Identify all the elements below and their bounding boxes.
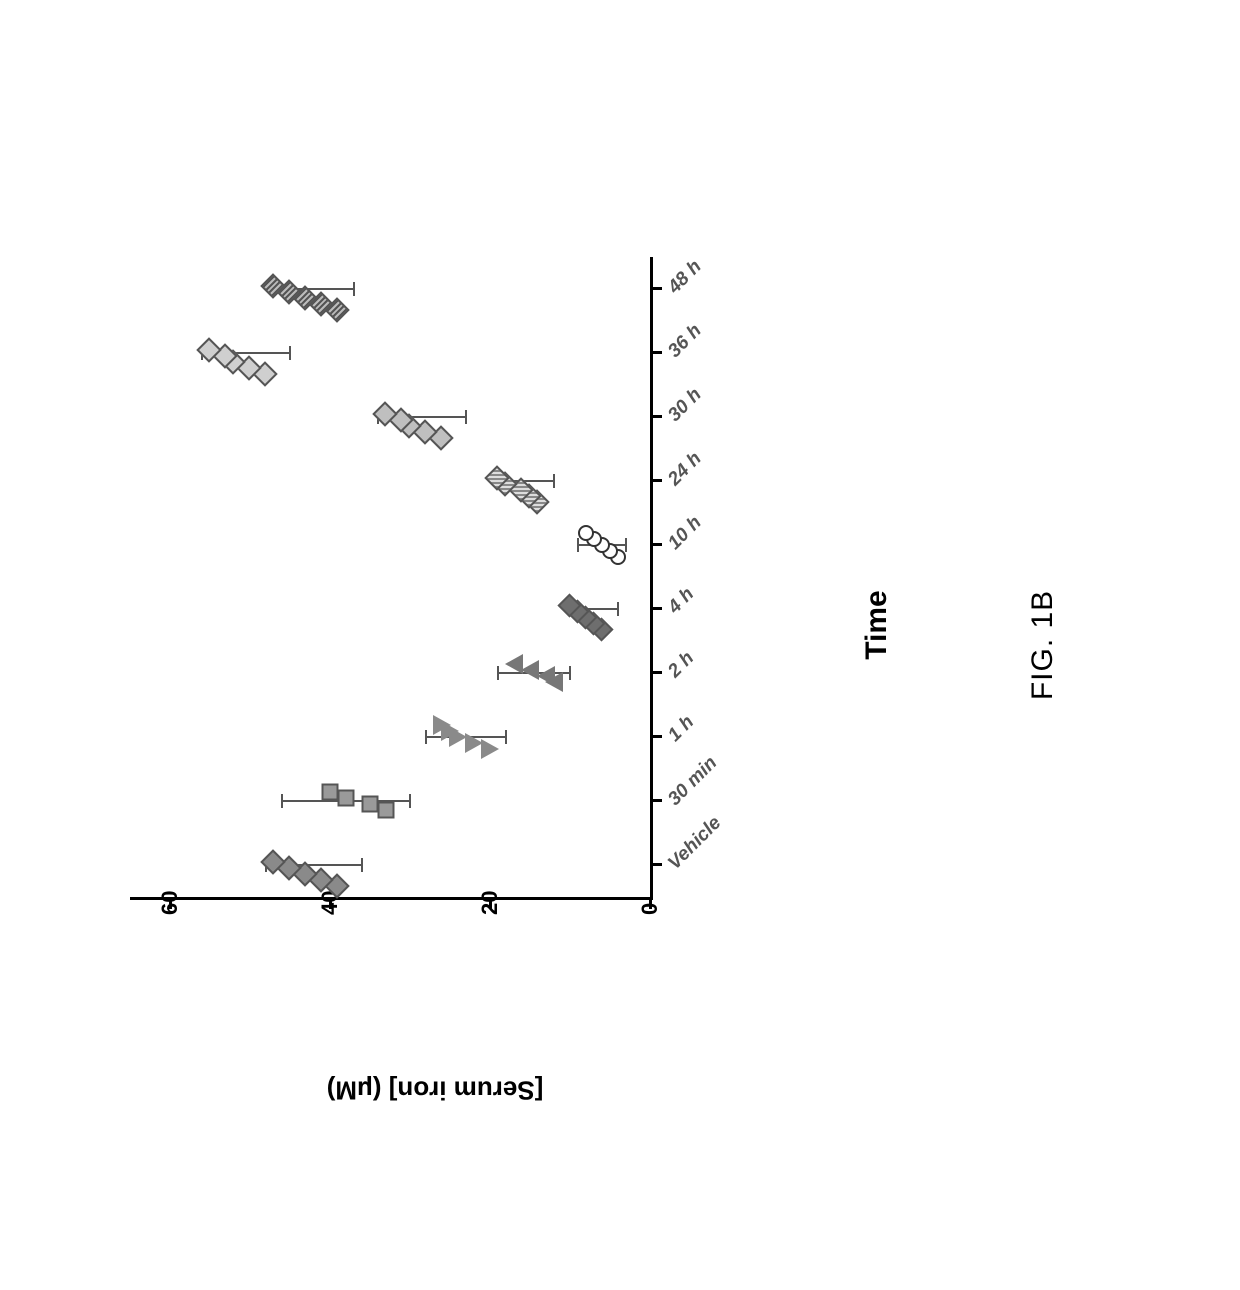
chart-container: [Serum iron] (μM) 0204060Vehicle30 min1 … xyxy=(120,240,750,1010)
data-point xyxy=(225,338,243,356)
error-cap xyxy=(361,858,363,872)
data-point xyxy=(401,402,419,420)
data-point xyxy=(321,862,339,880)
rotated-sheet: [Serum iron] (μM) 0204060Vehicle30 min1 … xyxy=(0,0,1240,1290)
data-point xyxy=(433,715,451,735)
error-cap xyxy=(409,794,411,808)
data-point xyxy=(570,589,587,606)
data-point xyxy=(481,739,499,759)
x-tick xyxy=(650,479,662,482)
data-point xyxy=(521,472,539,490)
data-point xyxy=(441,420,459,438)
data-point xyxy=(249,350,267,368)
error-cap xyxy=(569,666,571,680)
data-point xyxy=(337,292,355,310)
x-tick xyxy=(650,287,662,290)
data-point xyxy=(322,784,339,801)
x-tick xyxy=(650,735,662,738)
x-tick xyxy=(650,671,662,674)
x-tick xyxy=(650,415,662,418)
x-tick-label: 36 h xyxy=(664,320,706,362)
data-point xyxy=(465,733,483,753)
x-tick-label: 48 h xyxy=(664,256,706,298)
x-tick-label: 30 h xyxy=(664,384,706,426)
data-point xyxy=(289,850,307,868)
x-tick-label: 10 h xyxy=(664,512,706,554)
data-point xyxy=(337,868,355,886)
data-point xyxy=(425,414,443,432)
x-tick xyxy=(650,863,662,866)
data-point xyxy=(289,274,307,292)
data-point xyxy=(378,802,395,819)
data-point xyxy=(385,396,403,414)
x-tick xyxy=(650,799,662,802)
data-point xyxy=(578,525,594,541)
data-point xyxy=(321,286,339,304)
data-point xyxy=(521,660,539,680)
x-tick-label: 4 h xyxy=(664,584,699,619)
data-point xyxy=(305,280,323,298)
error-cap xyxy=(505,730,507,744)
error-cap xyxy=(497,666,499,680)
plot-area: 0204060Vehicle30 min1 h2 h4 h10 h24 h30 … xyxy=(130,257,653,900)
data-point xyxy=(273,844,291,862)
data-point xyxy=(273,268,291,286)
x-tick-label: 1 h xyxy=(664,712,699,747)
data-point xyxy=(305,856,323,874)
x-tick-label: 2 h xyxy=(664,648,699,683)
x-tick xyxy=(650,607,662,610)
error-cap xyxy=(465,410,467,424)
y-axis-title: [Serum iron] (μM) xyxy=(327,1075,544,1106)
x-axis-title: Time xyxy=(860,590,894,659)
x-tick-label: 30 min xyxy=(664,752,722,810)
x-tick xyxy=(650,351,662,354)
data-point xyxy=(362,796,379,813)
data-point xyxy=(265,356,283,374)
error-cap xyxy=(425,730,427,744)
x-tick-label: 24 h xyxy=(664,448,706,490)
data-point xyxy=(537,666,555,686)
figure-caption: FIG. 1B xyxy=(1026,590,1060,700)
data-point xyxy=(338,790,355,807)
error-cap xyxy=(281,794,283,808)
data-point xyxy=(505,654,523,674)
data-point xyxy=(497,460,515,478)
x-tick xyxy=(650,543,662,546)
page: [Serum iron] (μM) 0204060Vehicle30 min1 … xyxy=(0,0,1240,1290)
data-point xyxy=(209,332,227,350)
x-tick-label: Vehicle xyxy=(664,812,726,874)
error-cap xyxy=(289,346,291,360)
